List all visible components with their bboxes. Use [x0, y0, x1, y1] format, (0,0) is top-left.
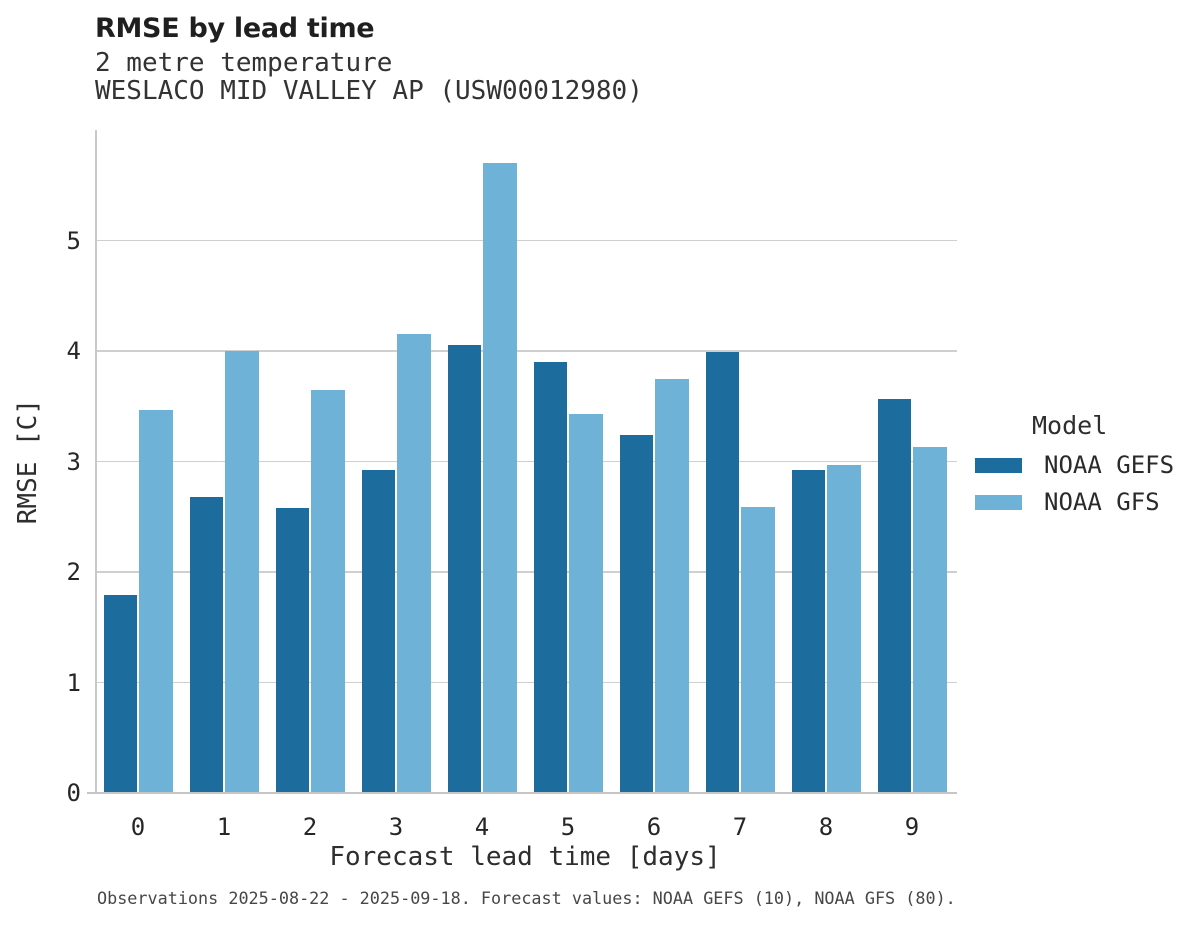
x-axis-spine: [87, 791, 957, 794]
legend-item-noaa-gefs: NOAA GEFS: [975, 451, 1175, 479]
x-tick-label-4: 4: [474, 813, 490, 841]
bar-noaa-gfs-day-0: [139, 409, 173, 793]
x-tick-label-6: 6: [646, 813, 662, 841]
bar-noaa-gefs-day-9: [877, 398, 911, 793]
chart-subtitle-station: WESLACO MID VALLEY AP (USW00012980): [95, 76, 643, 106]
plot-area: 0 1 2 3 4 5 0 1 2 3 4 5 6 7 8 9: [67, 130, 957, 841]
bar-noaa-gefs-day-1: [189, 496, 223, 793]
x-tick-label-3: 3: [388, 813, 404, 841]
bar-noaa-gefs-day-5: [533, 362, 567, 793]
bar-noaa-gefs-day-8: [791, 470, 825, 793]
x-tick-label-1: 1: [216, 813, 232, 841]
bar-noaa-gfs-day-5: [569, 414, 603, 793]
bar-noaa-gefs-day-0: [103, 595, 137, 793]
y-tick-label-0: 0: [66, 779, 81, 807]
x-tick-label-0: 0: [130, 813, 146, 841]
gridline-y-2: [95, 571, 957, 573]
legend-title: Model: [1032, 411, 1108, 440]
x-tick-label-7: 7: [732, 813, 748, 841]
legend: Model NOAA GEFS NOAA GFS: [975, 411, 1175, 516]
chart-title: RMSE by lead time: [95, 13, 375, 44]
legend-item-noaa-gfs: NOAA GFS: [975, 488, 1174, 516]
y-tick-label-4: 4: [66, 337, 81, 365]
chart-header: RMSE by lead time 2 metre temperature WE…: [95, 12, 643, 105]
gridline-y-1: [95, 681, 957, 684]
bar-noaa-gefs-day-6: [619, 434, 653, 793]
y-tick-label-1: 1: [66, 668, 81, 697]
bar-noaa-gfs-day-3: [397, 334, 431, 793]
bar-noaa-gefs-day-7: [705, 352, 739, 793]
bar-noaa-gfs-day-8: [827, 464, 861, 793]
bar-noaa-gfs-day-4: [483, 163, 517, 793]
y-axis-spine: [95, 130, 97, 793]
legend-label-noaa-gefs: NOAA GEFS: [1044, 451, 1175, 479]
chart-subtitle-variable: 2 metre temperature: [95, 48, 393, 78]
y-tick-label-2: 2: [66, 558, 81, 586]
gridline-y-3: [95, 460, 957, 463]
legend-swatch-noaa-gfs-icon: [975, 494, 1022, 510]
y-tick-label-3: 3: [66, 447, 81, 476]
x-tick-label-9: 9: [904, 813, 920, 841]
x-tick-label-5: 5: [560, 813, 576, 841]
bar-noaa-gefs-day-2: [275, 507, 309, 793]
bar-noaa-gfs-day-1: [225, 351, 259, 793]
bar-noaa-gfs-day-2: [311, 389, 345, 793]
gridline-y-5: [95, 239, 957, 242]
footnote: Observations 2025-08-22 - 2025-09-18. Fo…: [97, 888, 956, 908]
bar-noaa-gfs-day-6: [655, 378, 689, 793]
y-tick-label-5: 5: [66, 226, 81, 255]
x-tick-label-8: 8: [818, 813, 834, 841]
bar-noaa-gefs-day-3: [361, 470, 395, 793]
bar-noaa-gefs-day-4: [447, 345, 481, 793]
x-axis-title: Forecast lead time [days]: [329, 842, 721, 872]
legend-swatch-noaa-gefs-icon: [975, 457, 1022, 473]
bar-noaa-gfs-day-7: [741, 506, 775, 793]
gridline-y-4: [95, 350, 957, 352]
x-tick-label-2: 2: [302, 813, 318, 841]
bar-noaa-gfs-day-9: [913, 447, 947, 793]
legend-label-noaa-gfs: NOAA GFS: [1044, 488, 1160, 516]
